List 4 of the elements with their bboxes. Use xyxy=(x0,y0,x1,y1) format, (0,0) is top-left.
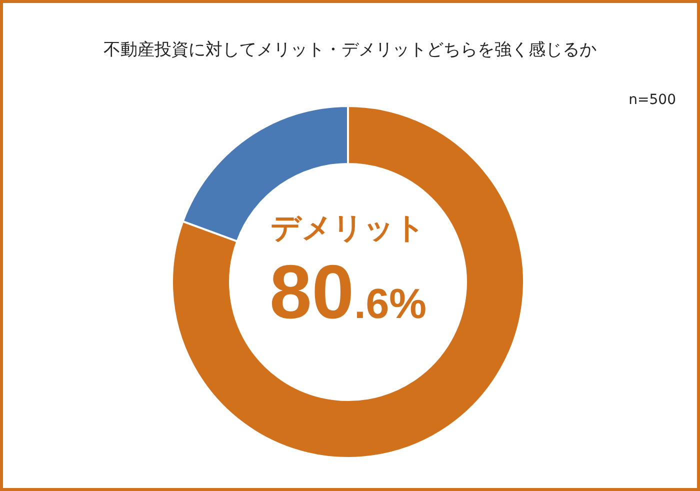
slice-label: デメリット xyxy=(270,211,426,246)
chart-title: 不動産投資に対してメリット・デメリットどちらを強く感じるか xyxy=(104,40,596,60)
text: n=500 xyxy=(628,92,676,108)
data-label: 80.6% xyxy=(270,250,426,335)
